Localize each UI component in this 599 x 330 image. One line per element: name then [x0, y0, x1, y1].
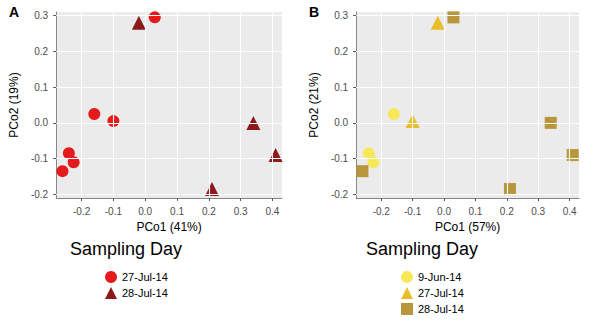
svg-text:0.2: 0.2: [500, 206, 514, 217]
svg-text:-0.2: -0.2: [73, 206, 91, 217]
svg-text:0.1: 0.1: [34, 82, 48, 93]
svg-text:-0.1: -0.1: [105, 206, 123, 217]
svg-text:-0.2: -0.2: [373, 206, 391, 217]
svg-text:-0.2: -0.2: [331, 189, 349, 200]
svg-text:9-Jun-14: 9-Jun-14: [418, 271, 461, 283]
svg-text:0.1: 0.1: [170, 206, 184, 217]
svg-text:PCo1 (41%): PCo1 (41%): [136, 220, 201, 234]
svg-text:0.1: 0.1: [334, 82, 348, 93]
svg-text:27-Jul-14: 27-Jul-14: [418, 287, 464, 299]
svg-text:0.3: 0.3: [334, 10, 348, 21]
svg-text:28-Jul-14: 28-Jul-14: [122, 287, 168, 299]
svg-text:-0.2: -0.2: [31, 189, 49, 200]
svg-text:-0.1: -0.1: [331, 153, 349, 164]
svg-text:-0.1: -0.1: [31, 153, 49, 164]
svg-text:0.0: 0.0: [138, 206, 152, 217]
svg-text:28-Jul-14: 28-Jul-14: [418, 303, 464, 315]
svg-text:0.0: 0.0: [334, 117, 348, 128]
svg-text:0.0: 0.0: [437, 206, 451, 217]
svg-text:0.2: 0.2: [34, 46, 48, 57]
svg-text:PCo2 (21%): PCo2 (21%): [307, 72, 321, 137]
svg-text:Sampling Day: Sampling Day: [70, 239, 182, 259]
svg-text:PCo2 (19%): PCo2 (19%): [7, 72, 21, 137]
svg-text:0.0: 0.0: [34, 117, 48, 128]
svg-text:A: A: [9, 4, 19, 20]
svg-text:PCo1 (57%): PCo1 (57%): [435, 220, 500, 234]
svg-text:0.4: 0.4: [563, 206, 577, 217]
svg-text:0.2: 0.2: [334, 46, 348, 57]
svg-text:0.1: 0.1: [468, 206, 482, 217]
svg-text:B: B: [309, 4, 319, 20]
svg-text:0.4: 0.4: [266, 206, 280, 217]
svg-text:-0.1: -0.1: [404, 206, 422, 217]
svg-text:0.3: 0.3: [234, 206, 248, 217]
svg-text:0.2: 0.2: [202, 206, 216, 217]
svg-text:27-Jul-14: 27-Jul-14: [122, 271, 168, 283]
svg-text:0.3: 0.3: [34, 10, 48, 21]
svg-text:Sampling Day: Sampling Day: [366, 239, 478, 259]
svg-text:0.3: 0.3: [531, 206, 545, 217]
